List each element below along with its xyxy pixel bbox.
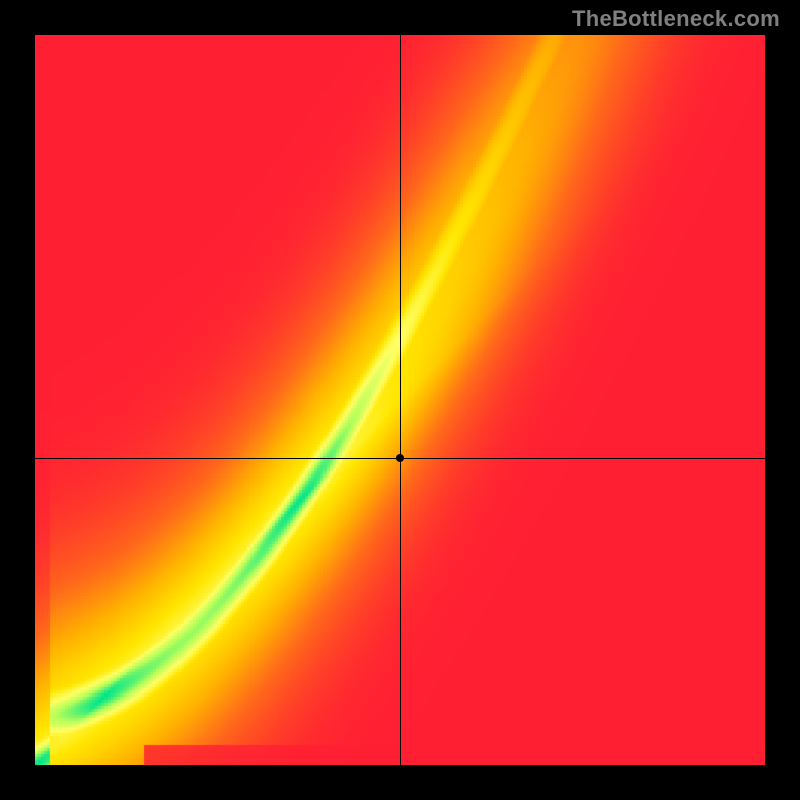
watermark-text: TheBottleneck.com <box>572 6 780 32</box>
crosshair-dot <box>396 454 404 462</box>
crosshair-vertical <box>400 35 401 765</box>
